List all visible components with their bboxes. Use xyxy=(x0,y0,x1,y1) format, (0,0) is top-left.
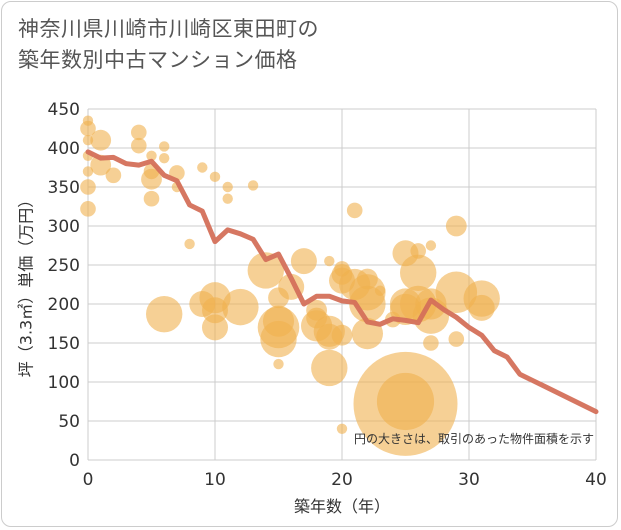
x-tick-label: 10 xyxy=(204,470,226,490)
data-point xyxy=(209,171,221,183)
data-point xyxy=(445,215,467,237)
data-point xyxy=(143,190,160,207)
data-point xyxy=(247,180,259,191)
y-tick-label: 150 xyxy=(48,334,80,354)
bubble-size-note: 円の大きさは、取引のあった物件面積を示す xyxy=(354,431,594,446)
data-point xyxy=(141,168,162,190)
data-point xyxy=(222,181,233,193)
data-point xyxy=(90,129,112,151)
y-tick-label: 400 xyxy=(48,139,80,159)
data-point xyxy=(324,255,335,267)
y-tick-label: 300 xyxy=(48,217,80,237)
data-point xyxy=(260,320,297,358)
chart-title-line-1: 神奈川県川崎市川崎区東田町の xyxy=(18,17,319,41)
data-point xyxy=(80,120,96,137)
data-point xyxy=(400,254,437,291)
data-point xyxy=(331,324,353,346)
y-tick-label: 450 xyxy=(48,100,80,120)
data-point xyxy=(222,193,233,204)
data-point xyxy=(159,141,170,152)
data-point xyxy=(80,201,96,217)
data-point xyxy=(357,268,378,290)
data-point xyxy=(311,349,348,387)
x-tick-label: 20 xyxy=(331,470,353,490)
x-tick-label: 30 xyxy=(458,470,480,490)
x-axis-label: 築年数（年） xyxy=(294,497,390,516)
data-point xyxy=(202,314,228,341)
data-point xyxy=(82,135,94,146)
trend-line xyxy=(85,149,599,415)
data-point xyxy=(374,285,386,296)
data-point xyxy=(146,150,157,161)
y-tick-label: 50 xyxy=(58,412,80,432)
data-point xyxy=(131,124,147,141)
data-point xyxy=(131,137,147,154)
data-point xyxy=(290,248,317,275)
bubbles xyxy=(80,115,500,456)
data-point xyxy=(468,294,495,321)
data-point xyxy=(423,335,439,351)
data-point xyxy=(197,162,208,173)
x-tick-label: 40 xyxy=(585,470,607,490)
y-tick-label: 200 xyxy=(48,295,80,315)
y-axis-label: 坪（3.3㎡）単価（万円） xyxy=(17,192,36,377)
data-point xyxy=(80,179,96,195)
y-tick-label: 350 xyxy=(48,178,80,198)
data-point xyxy=(353,351,458,456)
data-point xyxy=(184,238,195,250)
data-point xyxy=(410,243,427,259)
data-point xyxy=(349,285,386,323)
y-tick-label: 100 xyxy=(48,373,80,393)
data-point xyxy=(146,295,183,333)
data-point xyxy=(82,166,94,177)
data-point xyxy=(222,288,259,326)
data-point xyxy=(247,252,284,289)
y-tick-label: 250 xyxy=(48,256,80,276)
data-point xyxy=(425,240,437,251)
data-point xyxy=(159,152,170,164)
chart-title-line-2: 築年数別中古マンション価格 xyxy=(18,48,298,72)
trend-series xyxy=(85,149,599,415)
data-point xyxy=(448,331,465,347)
data-point xyxy=(105,167,122,184)
data-point xyxy=(336,423,348,434)
x-tick-label: 0 xyxy=(83,470,94,490)
y-tick-label: 0 xyxy=(69,451,80,471)
data-point xyxy=(273,358,284,370)
chart-title: 神奈川県川崎市川崎区東田町の 築年数別中古マンション価格 xyxy=(18,14,319,76)
data-point xyxy=(346,202,363,219)
tick-labels: 0 50 100 150 200 250 300 350 400 450 0 10 20 30 40 xyxy=(48,100,607,490)
